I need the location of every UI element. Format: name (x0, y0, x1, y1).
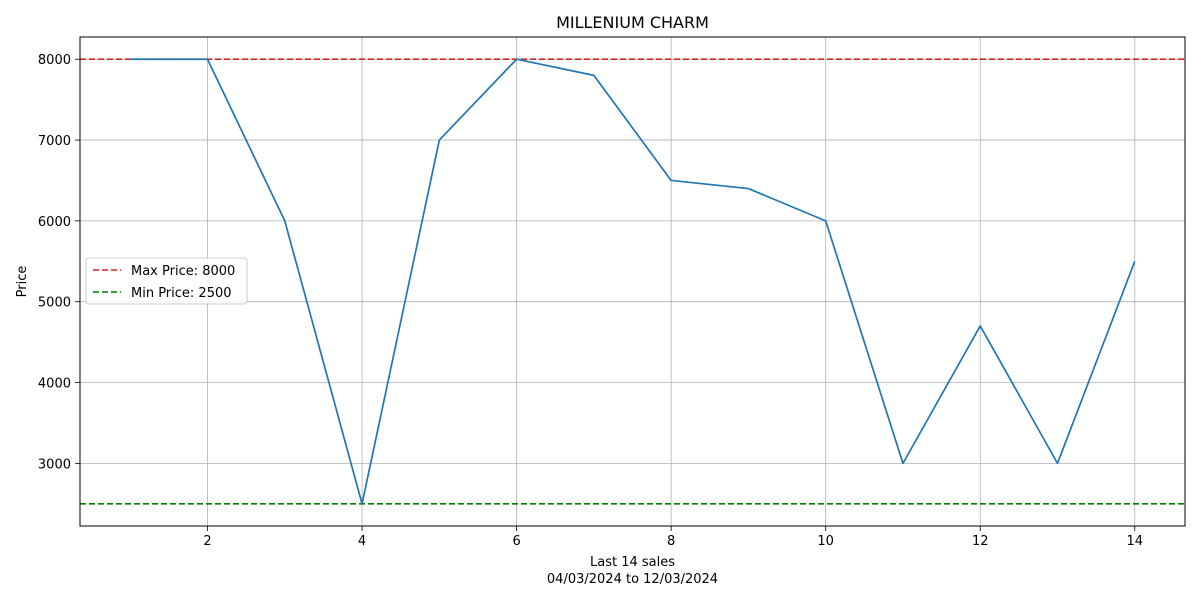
legend-box (85, 257, 248, 305)
legend-label: Max Price: 8000 (131, 264, 235, 279)
x-tick-label: 8 (667, 534, 675, 549)
y-tick-label: 6000 (38, 215, 71, 230)
y-tick-label: 8000 (38, 53, 71, 68)
x-axis-date-range: 04/03/2024 to 12/03/2024 (547, 572, 718, 587)
series (130, 58, 1136, 505)
x-tick-label: 6 (512, 534, 520, 549)
y-tick-label: 4000 (38, 377, 71, 392)
x-axis-ticks: 2 4 6 8 10 12 14 (203, 526, 1143, 549)
legend: Max Price: 8000 Min Price: 2500 (85, 257, 248, 305)
legend-label: Min Price: 2500 (131, 286, 232, 301)
y-axis-label: Price (15, 266, 30, 298)
plot-frame (79, 36, 1186, 527)
chart-title: MILLENIUM CHARM (556, 13, 709, 32)
x-tick-label: 4 (358, 534, 366, 549)
series-line (130, 58, 1136, 505)
x-axis-label: Last 14 sales (590, 555, 675, 570)
y-tick-label: 7000 (38, 134, 71, 149)
y-tick-label: 3000 (38, 457, 71, 472)
y-axis-ticks: 3000 4000 5000 6000 7000 8000 (38, 53, 80, 472)
x-tick-label: 2 (203, 534, 211, 549)
x-tick-label: 10 (817, 534, 834, 549)
y-tick-label: 5000 (38, 296, 71, 311)
x-tick-label: 14 (1126, 534, 1143, 549)
x-tick-label: 12 (972, 534, 989, 549)
reference-lines (80, 58, 1185, 505)
